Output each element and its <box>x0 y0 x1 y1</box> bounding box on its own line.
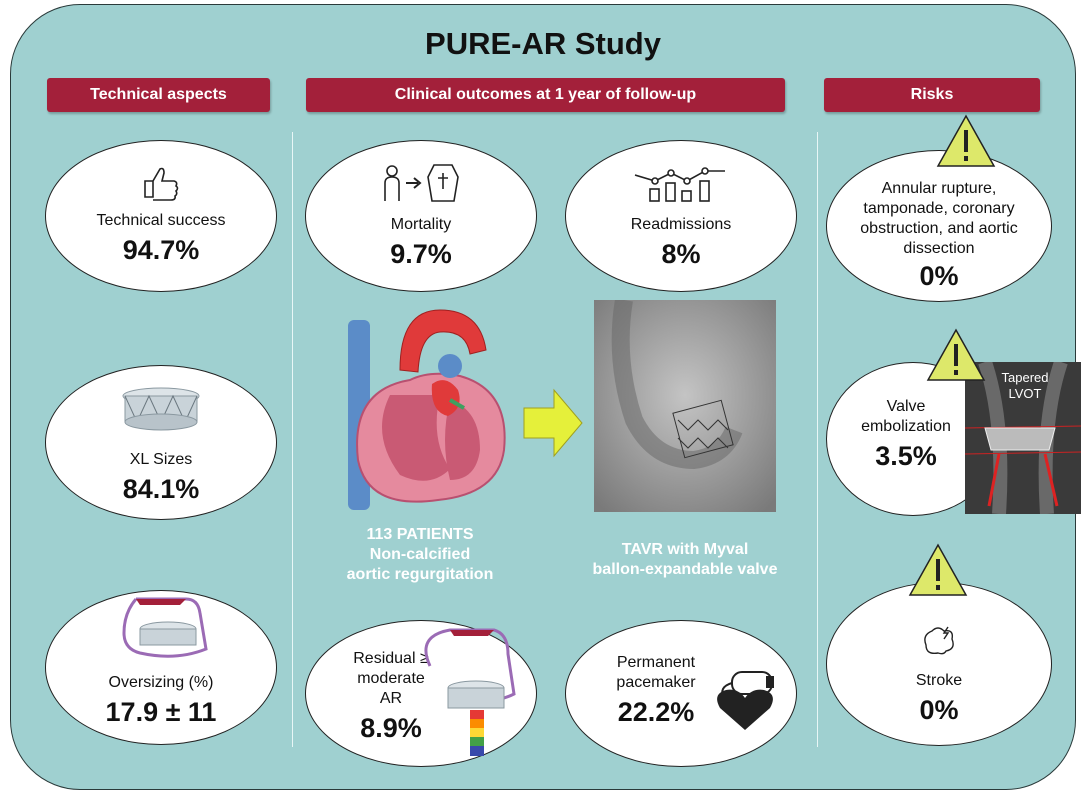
stat-label: XL Sizes <box>130 450 193 470</box>
stat-value: 84.1% <box>123 474 200 505</box>
text-line: Non-calcified <box>305 545 535 565</box>
stat-ellipse: Stroke 0% <box>826 582 1052 746</box>
stat-value: 9.7% <box>390 239 452 270</box>
thumb-icon <box>141 165 181 201</box>
stat-ellipse: Mortality 9.7% <box>305 140 537 292</box>
image-label: Tapered LVOT <box>990 370 1060 402</box>
stat-ellipse: Technical success 94.7% <box>45 140 277 292</box>
stat-label: Stroke <box>916 671 962 691</box>
mortality-icon <box>376 163 466 203</box>
heart-illustration <box>340 300 520 515</box>
readmissions-icon <box>631 163 731 203</box>
arrow <box>522 388 584 458</box>
stat-ellipse: XL Sizes 84.1% <box>45 365 277 520</box>
stat-label: Valve embolization <box>861 397 951 437</box>
stat-label: Technical success <box>97 211 226 231</box>
valve-icon <box>116 380 206 436</box>
divider <box>292 132 293 747</box>
stat-label: Oversizing (%) <box>109 673 214 693</box>
divider <box>817 132 818 747</box>
text-line: aortic regurgitation <box>305 565 535 585</box>
oversizing-icon <box>96 595 226 659</box>
stat-value: 22.2% <box>606 697 706 728</box>
stat-value: 0% <box>919 261 958 292</box>
angiogram-image <box>594 300 776 512</box>
stat-value: 0% <box>919 695 958 726</box>
section-header: Risks <box>824 78 1040 112</box>
text-line: 113 PATIENTS <box>305 525 535 545</box>
stat-value: 3.5% <box>861 441 951 472</box>
stat-value: 94.7% <box>123 235 200 266</box>
stat-label: Permanent pacemaker <box>606 653 706 693</box>
text-line: TAVR with Myval <box>565 540 805 560</box>
procedure-label: TAVR with Myval ballon-expandable valve <box>565 540 805 580</box>
text-line: ballon-expandable valve <box>565 560 805 580</box>
residual-ar-icon <box>410 626 530 766</box>
pacemaker-icon <box>712 668 778 734</box>
stat-label: Mortality <box>391 215 451 235</box>
page: PURE-AR Study Technical aspects Clinical… <box>0 0 1086 797</box>
stat-ellipse: Oversizing (%) 17.9 ± 11 <box>45 590 277 745</box>
stat-label: Readmissions <box>631 215 731 235</box>
stat-value: 8% <box>661 239 700 270</box>
stat-ellipse: Readmissions 8% <box>565 140 797 292</box>
title: PURE-AR Study <box>0 26 1086 62</box>
stat-ellipse: Annular rupture, tamponade, coronary obs… <box>826 150 1052 302</box>
stat-value: 17.9 ± 11 <box>106 697 217 728</box>
stat-label: Annular rupture, tamponade, coronary obs… <box>854 179 1024 259</box>
section-header: Clinical outcomes at 1 year of follow-up <box>306 78 785 112</box>
section-header: Technical aspects <box>47 78 270 112</box>
brain-icon <box>922 625 956 657</box>
patients-label: 113 PATIENTS Non-calcified aortic regurg… <box>305 525 535 585</box>
